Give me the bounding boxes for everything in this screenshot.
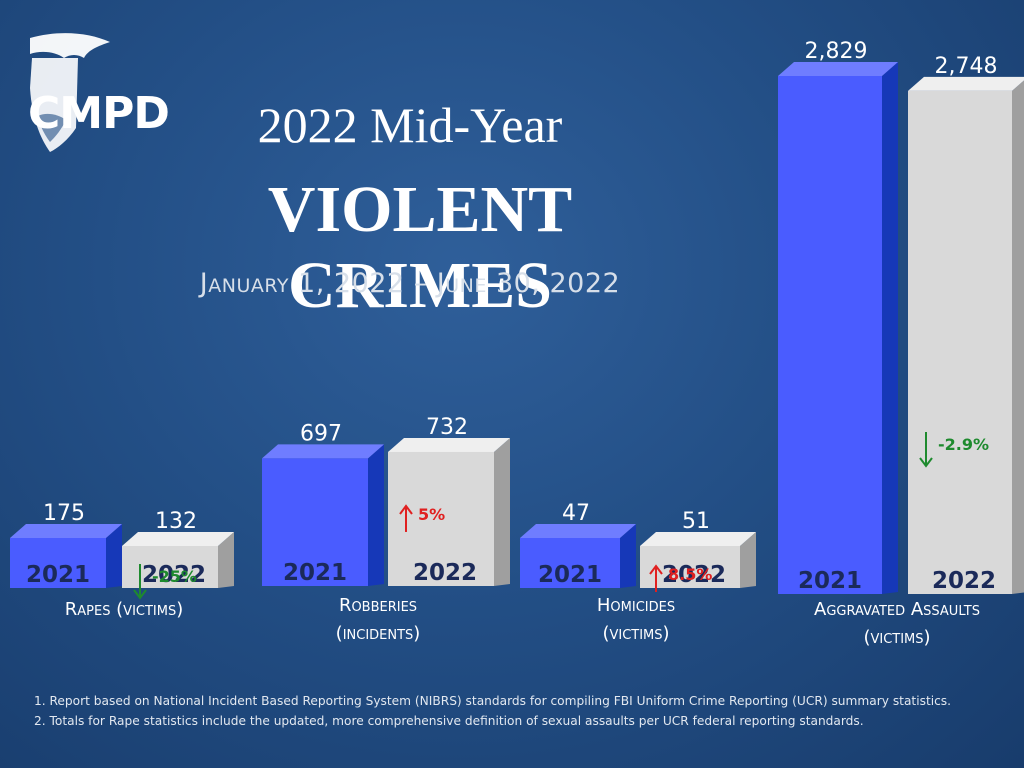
category-label-line: Robberies [338, 595, 418, 616]
bar-2021-side [620, 524, 636, 588]
footnotes: 1. Report based on National Incident Bas… [34, 691, 1014, 731]
bar-2022-side [494, 437, 510, 586]
bar-2022-top [122, 532, 234, 546]
bar-2021 [520, 538, 620, 588]
value-label-2022: 2,748 [935, 54, 998, 79]
change-arrowhead-up-icon [399, 504, 413, 515]
value-label-2022: 732 [426, 415, 468, 440]
value-label-2022: 51 [682, 509, 710, 534]
category-label-line: (victims) [863, 627, 931, 648]
bar-2022-side [218, 532, 234, 588]
category-label-line: Homicides [596, 595, 676, 616]
year-label-2021: 2021 [283, 560, 347, 586]
category-label-line: (incidents) [335, 623, 421, 644]
logo-text: CMPD [28, 88, 170, 139]
value-label-2022: 132 [155, 509, 197, 534]
change-arrowhead-up-icon [649, 564, 663, 575]
shield-logo-icon [30, 33, 110, 152]
category-label-homicides: Homicides (victims) [518, 592, 754, 648]
change-label: -2.9% [938, 435, 989, 454]
bar-2022-top [908, 76, 1024, 91]
footnote-2: 2. Totals for Rape statistics include th… [34, 714, 864, 728]
bar-2021 [10, 538, 106, 588]
bar-2021-top [262, 444, 384, 459]
bar-2022-top [388, 437, 510, 452]
bar-2021 [262, 458, 368, 586]
footnote-1: 1. Report based on National Incident Bas… [34, 694, 952, 708]
date-range: January 1, 2022 – June 30, 2022 [199, 268, 621, 299]
year-label-2022: 2022 [142, 562, 206, 588]
bar-2021-side [882, 62, 898, 594]
bar-2022 [908, 90, 1012, 594]
year-label-2021: 2021 [798, 568, 862, 594]
category-label-rapes: Rapes (victims) [8, 596, 240, 624]
category-label-robberies: Robberies (incidents) [258, 592, 498, 648]
category-label-line: Aggravated Assaults [814, 599, 980, 620]
bar-2021-top [520, 524, 636, 538]
bar-2021-top [10, 524, 122, 538]
category-label-aggravated-assaults: Aggravated Assaults (victims) [770, 596, 1024, 652]
year-label-2021: 2021 [26, 562, 90, 588]
value-label-2021: 47 [562, 501, 590, 526]
bar-2021-side [106, 524, 122, 588]
category-label-line: (victims) [602, 623, 670, 644]
value-label-2021: 697 [300, 421, 342, 446]
bar-2021-side [368, 444, 384, 586]
change-label: 5% [418, 505, 445, 524]
year-label-2022: 2022 [662, 562, 726, 588]
bar-2021-top [778, 62, 898, 76]
page-title: VIOLENT CRIMES [267, 173, 573, 322]
cmpd-logo: CMPD [18, 28, 178, 158]
year-label-2022: 2022 [932, 568, 996, 594]
bar-2022 [122, 546, 218, 588]
change-arrowhead-down-icon [133, 589, 147, 600]
change-label: 8.5% [668, 565, 712, 584]
bar-2022-top [640, 532, 756, 546]
title-year: 2022 Mid-Year [257, 97, 563, 153]
bar-2022-side [740, 532, 756, 588]
year-label-2022: 2022 [413, 560, 477, 586]
value-label-2021: 175 [43, 501, 85, 526]
change-arrowhead-down-icon [919, 457, 933, 468]
category-label-line: Rapes (victims) [64, 599, 184, 620]
bar-2022-side [1012, 80, 1024, 594]
change-label: -25% [152, 567, 197, 586]
value-label-2021: 2,829 [805, 39, 868, 64]
bar-2021 [778, 76, 882, 594]
year-label-2021: 2021 [538, 562, 602, 588]
